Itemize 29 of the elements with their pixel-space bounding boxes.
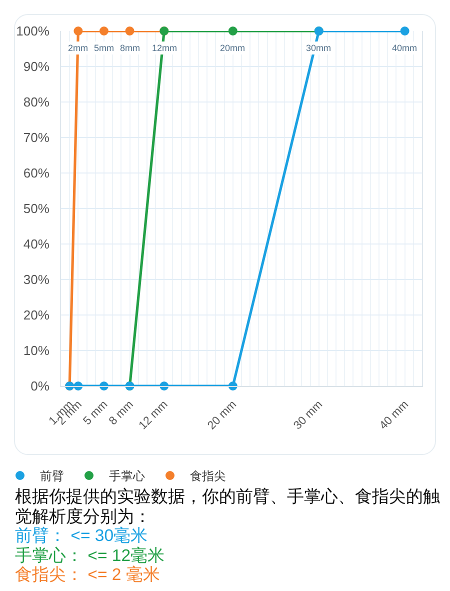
legend-label: 食指尖 [190,469,226,484]
y-tick-label: 0% [30,378,50,394]
annotation: 30mm [306,43,332,53]
annotation: 20mm [220,43,246,53]
y-tick-label: 70% [23,130,50,146]
annotation: 40mm [392,43,418,53]
y-tick-label: 40% [23,236,50,252]
y-tick-label: 90% [23,59,50,74]
y-tick-label: 60% [23,166,50,181]
x-tick-label: 20 mm [206,398,240,432]
legend-label: 前臂 [40,469,64,484]
y-tick-label: 20% [23,308,50,323]
annotation: 8mm [120,43,140,53]
y-tick-label: 30% [23,272,50,288]
legend-label: 手掌心 [109,469,145,484]
annotation: 2mm [68,43,88,53]
y-tick-label: 10% [23,343,50,358]
y-tick-label: 100% [16,24,50,39]
text: 前臂： <= 30毫米 [15,526,149,546]
text: 手掌心： <= 12毫米 [15,546,166,565]
x-tick-label: 40 mm [378,398,411,432]
y-tick-label: 50% [23,201,50,216]
text: 食指尖： <= 2 毫米 [15,565,161,584]
x-tick-label: 30 mm [292,398,326,432]
y-tick-label: 80% [23,94,50,110]
annotation: 12mm [152,43,178,53]
x-tick-label: 12 mm [136,398,170,432]
text: 根据你提供的实验数据，你的前臂、手掌心、食指尖的触觉解析度分别为： [15,487,441,526]
annotation: 5mm [94,43,114,53]
